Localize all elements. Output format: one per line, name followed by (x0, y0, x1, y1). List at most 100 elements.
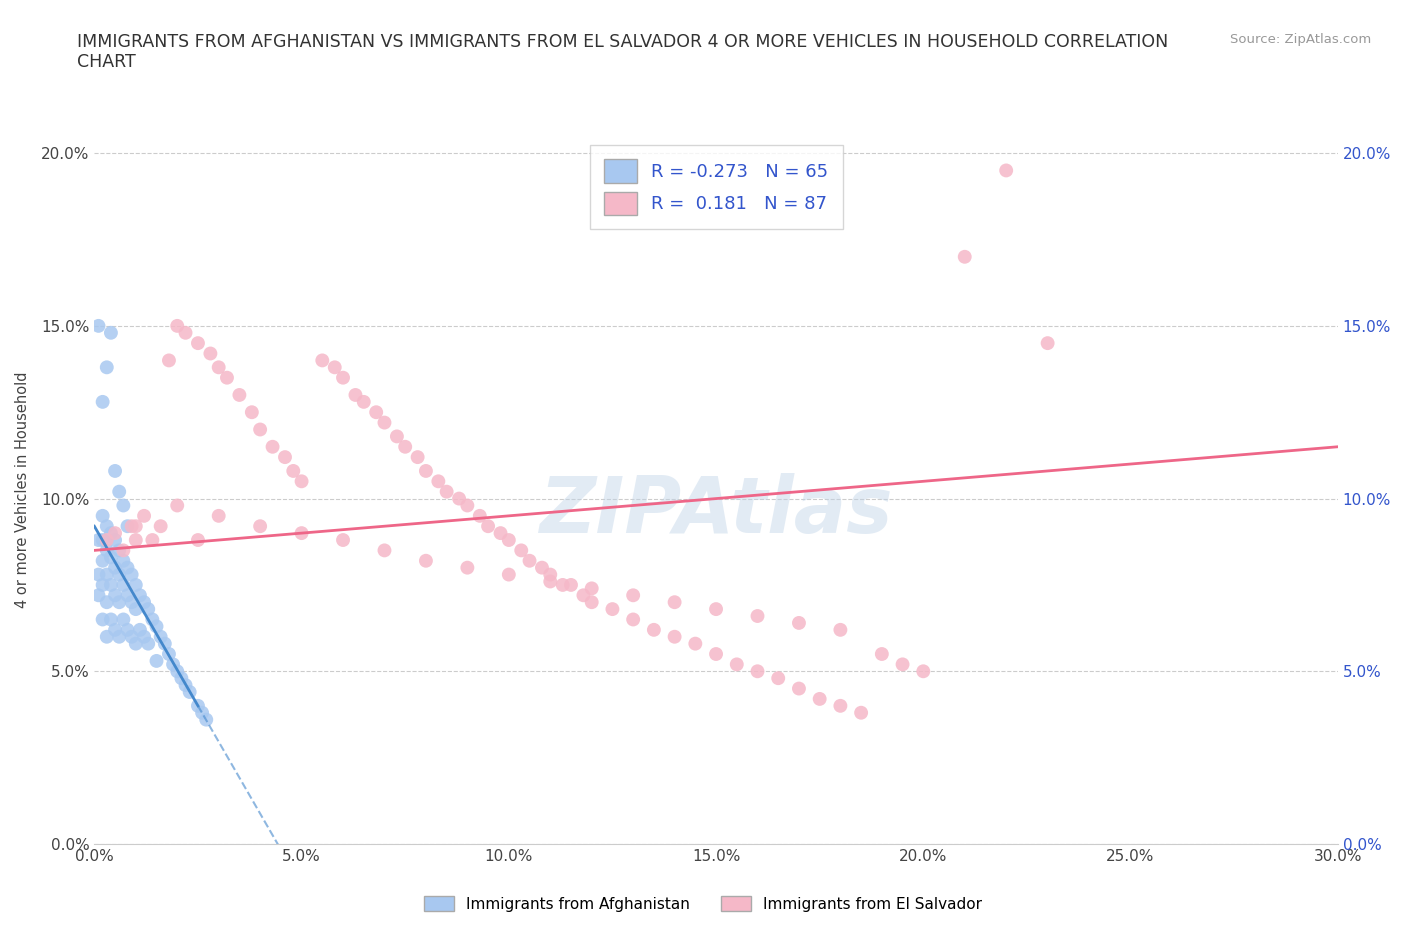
Point (191, 705, 214, 720)
Point (215, 370, 238, 385)
Point (436, 485, 458, 499)
Point (274, 450, 297, 465)
Point (117, 560, 139, 575)
Point (121, 630, 143, 644)
Point (174, 678, 197, 693)
Point (96, 543, 118, 558)
Point (200, 346, 222, 361)
Point (849, 705, 872, 720)
Text: ZIPAtlas: ZIPAtlas (540, 473, 893, 550)
Point (787, 616, 810, 631)
Point (91, 612, 114, 627)
Point (121, 519, 143, 534)
Point (489, 525, 512, 540)
Point (747, 608, 769, 623)
Point (332, 370, 354, 385)
Point (112, 553, 135, 568)
Point (149, 630, 172, 644)
Point (394, 439, 416, 454)
Point (366, 405, 388, 419)
Point (112, 612, 135, 627)
Point (96, 533, 118, 548)
Point (100, 612, 122, 627)
Point (891, 657, 914, 671)
Point (170, 671, 193, 685)
Point (602, 602, 624, 617)
Point (581, 595, 603, 610)
Point (249, 422, 271, 437)
Point (100, 550, 122, 565)
Point (538, 567, 561, 582)
Point (117, 622, 139, 637)
Point (104, 533, 127, 548)
Point (228, 388, 250, 403)
Point (240, 405, 263, 419)
Point (456, 498, 478, 513)
Point (208, 509, 231, 524)
Point (510, 543, 533, 558)
Point (290, 474, 312, 489)
Point (136, 636, 159, 651)
Point (664, 630, 686, 644)
Point (344, 388, 367, 403)
Point (117, 519, 139, 534)
Point (353, 394, 375, 409)
Point (787, 681, 810, 696)
Legend: Immigrants from Afghanistan, Immigrants from El Salvador: Immigrants from Afghanistan, Immigrants … (418, 889, 988, 918)
Point (96, 567, 118, 582)
Point (262, 439, 284, 454)
Point (100, 578, 122, 592)
Point (538, 574, 561, 589)
Point (125, 578, 148, 592)
Point (153, 636, 176, 651)
Point (136, 602, 159, 617)
Point (87, 318, 110, 333)
Point (108, 543, 131, 558)
Point (373, 543, 395, 558)
Point (704, 602, 727, 617)
Point (104, 622, 127, 637)
Point (166, 498, 188, 513)
Point (112, 543, 135, 558)
Point (91, 553, 114, 568)
Point (108, 567, 131, 582)
Point (166, 664, 188, 679)
Point (830, 622, 852, 637)
Point (132, 630, 155, 644)
Point (145, 619, 167, 634)
Point (415, 553, 437, 568)
Point (112, 498, 135, 513)
Point (385, 429, 408, 444)
Point (498, 533, 520, 548)
Point (953, 249, 976, 264)
Point (87, 588, 110, 603)
Point (323, 360, 346, 375)
Point (704, 646, 727, 661)
Point (449, 491, 471, 506)
Point (91, 509, 114, 524)
Point (685, 636, 707, 651)
Point (643, 622, 665, 637)
Point (415, 463, 437, 478)
Point (121, 567, 143, 582)
Point (108, 485, 131, 499)
Point (283, 463, 305, 478)
Point (187, 336, 209, 351)
Point (560, 578, 582, 592)
Point (104, 588, 127, 603)
Point (91, 578, 114, 592)
Y-axis label: 4 or more Vehicles in Household: 4 or more Vehicles in Household (15, 372, 30, 608)
Point (145, 654, 167, 669)
Point (477, 519, 499, 534)
Point (498, 567, 520, 582)
Point (249, 519, 271, 534)
Point (427, 474, 450, 489)
Legend: R = -0.273   N = 65, R =  0.181   N = 87: R = -0.273 N = 65, R = 0.181 N = 87 (589, 145, 842, 230)
Point (995, 163, 1018, 178)
Point (96, 595, 118, 610)
Point (581, 581, 603, 596)
Point (96, 360, 118, 375)
Point (132, 595, 155, 610)
Point (125, 519, 148, 534)
Point (87, 533, 110, 548)
